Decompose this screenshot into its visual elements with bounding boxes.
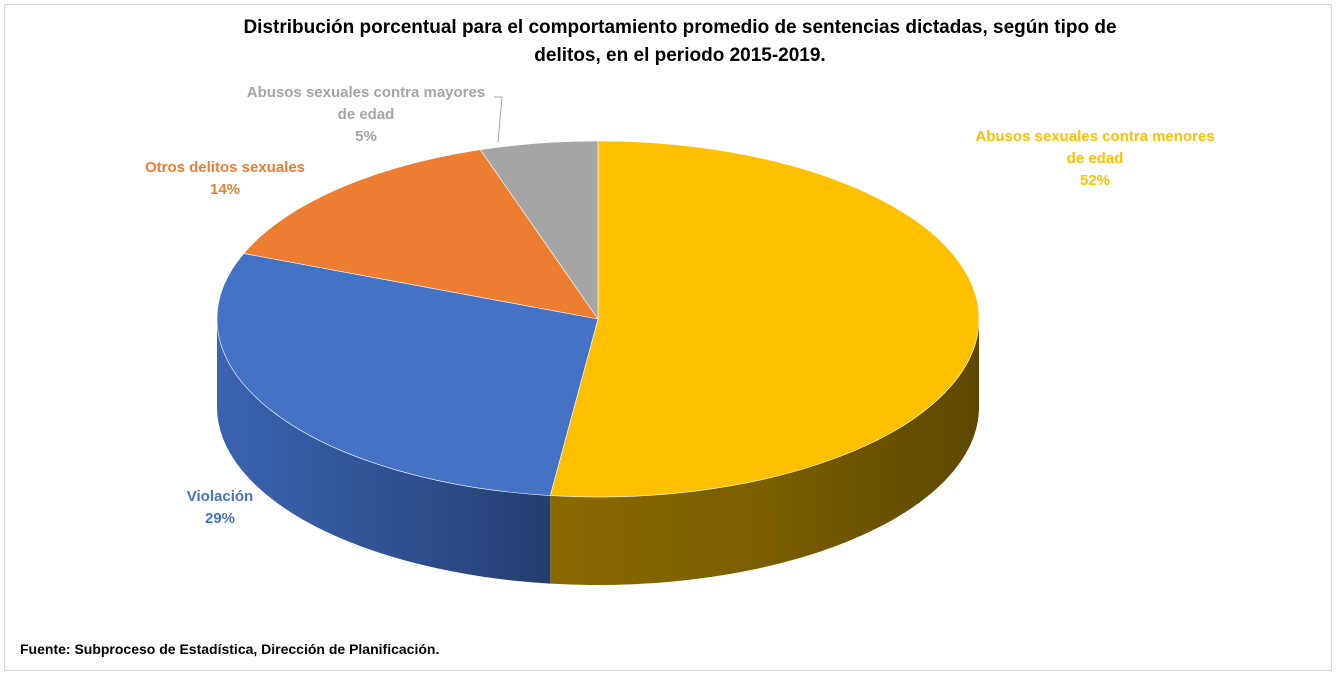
chart-title: Distribución porcentual para el comporta…: [130, 14, 1230, 70]
slice-value-mayores: 5%: [355, 128, 377, 145]
slice-label-menores-line-2: de edad: [1066, 150, 1124, 167]
slice-label-violacion-line-1: Violación: [186, 488, 254, 505]
pie-side-menores: [550, 319, 979, 586]
chart-title-line-1: Distribución porcentual para el comporta…: [243, 17, 1117, 38]
pie-side-violacion: [217, 319, 551, 584]
slice-value-violacion: 29%: [204, 510, 236, 527]
slice-label-otros: Otros delitos sexuales 14%: [120, 157, 330, 201]
slice-label-mayores: Abusos sexuales contra mayores de edad 5…: [226, 82, 506, 148]
slice-label-violacion: Violación 29%: [130, 486, 310, 530]
leader-line-mayores-2: [497, 96, 503, 143]
pie-slice-violacion: [216, 253, 599, 496]
pie-slice-mayores: [479, 140, 599, 320]
slice-value-otros: 14%: [209, 181, 241, 198]
slice-label-menores-line-1: Abusos sexuales contra menores: [975, 128, 1215, 145]
slice-label-menores: Abusos sexuales contra menores de edad 5…: [950, 126, 1240, 192]
slice-label-mayores-line-2: de edad: [337, 106, 395, 123]
chart-title-line-2: delitos, en el periodo 2015-2019.: [534, 45, 826, 66]
source-note: Fuente: Subproceso de Estadística, Direc…: [20, 641, 440, 657]
slice-label-mayores-line-1: Abusos sexuales contra mayores: [246, 84, 486, 101]
pie-slice-menores: [549, 140, 980, 498]
slice-label-otros-line-1: Otros delitos sexuales: [144, 159, 306, 176]
chart-frame: [4, 4, 1332, 671]
slice-value-menores: 52%: [1079, 172, 1111, 189]
